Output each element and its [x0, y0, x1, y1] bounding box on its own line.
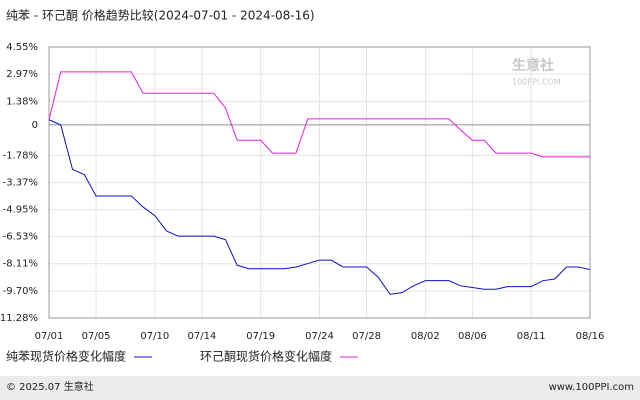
- watermark-name: 生意社: [512, 57, 554, 74]
- x-tick-label: 08/11: [517, 331, 546, 342]
- watermark-site: 100PPI.COM: [512, 78, 561, 87]
- x-tick-label: 07/01: [35, 331, 64, 342]
- footer-left: © 2025.07 生意社: [6, 380, 94, 393]
- y-tick-label: 1.38%: [6, 96, 38, 107]
- y-tick-label: 4.55%: [6, 42, 38, 53]
- y-tick-label: 2.97%: [6, 69, 38, 80]
- x-tick-label: 07/14: [187, 331, 216, 342]
- y-tick-label: -4.95%: [3, 205, 38, 216]
- y-tick-label: -8.11%: [3, 259, 38, 270]
- legend-label: 环己酮现货价格变化幅度: [200, 349, 332, 364]
- x-tick-label: 07/24: [305, 331, 334, 342]
- y-tick-label: -11.28%: [0, 313, 38, 324]
- y-tick-label: -1.78%: [3, 150, 38, 161]
- y-tick-label: -3.37%: [3, 178, 38, 189]
- x-tick-label: 08/06: [458, 331, 487, 342]
- x-tick-label: 07/28: [352, 331, 381, 342]
- y-tick-label: -9.70%: [3, 286, 38, 297]
- footer-bar: [0, 376, 640, 400]
- legend-label: 纯苯现货价格变化幅度: [6, 349, 126, 364]
- series-line: [48, 119, 591, 295]
- x-tick-label: 07/10: [140, 331, 169, 342]
- series-line: [48, 71, 590, 158]
- x-tick-label: 07/19: [246, 331, 275, 342]
- x-tick-label: 08/02: [411, 331, 440, 342]
- chart-title: 纯苯 - 环己酮 价格趋势比较(2024-07-01 - 2024-08-16): [6, 8, 315, 23]
- footer-right: www.100PPI.com: [549, 382, 634, 393]
- x-tick-label: 08/16: [576, 331, 605, 342]
- plot-border: [48, 46, 591, 319]
- y-tick-label: 0: [32, 120, 38, 131]
- x-tick-label: 07/05: [82, 331, 111, 342]
- y-tick-label: -6.53%: [3, 232, 38, 243]
